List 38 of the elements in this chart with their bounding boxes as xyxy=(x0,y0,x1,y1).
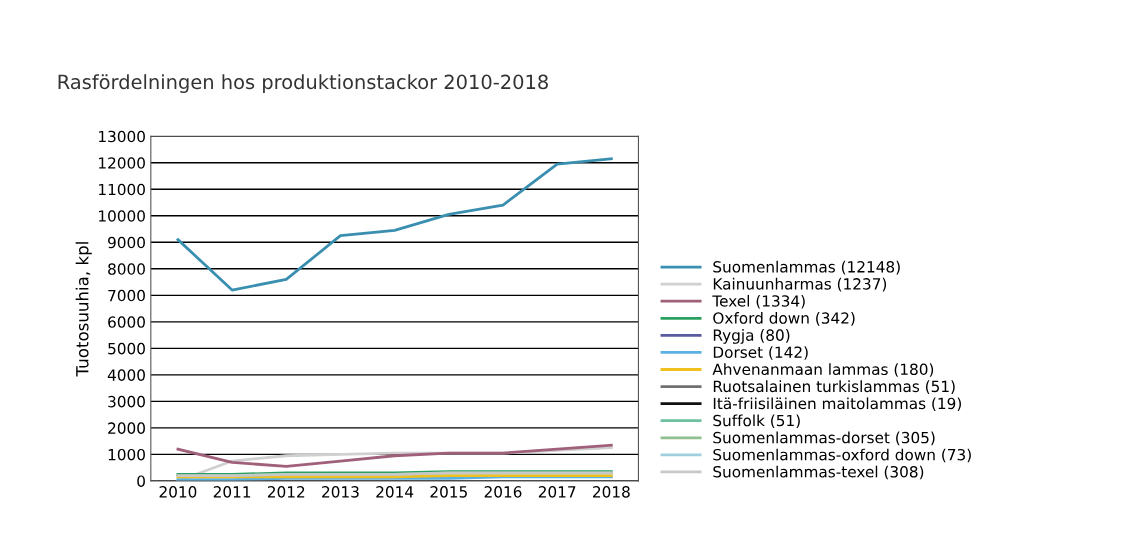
y-tick-label: 12000 xyxy=(99,157,145,169)
x-tick-label: 2013 xyxy=(322,486,359,498)
legend-label: Ruotsalainen turkislammas (51) xyxy=(713,380,955,394)
y-tick-label: 4000 xyxy=(107,369,145,381)
legend-label: Suomenlammas (12148) xyxy=(713,260,900,275)
chart-title: Rasfördelningen hos produktionstackor 2010-2018 xyxy=(58,74,548,93)
legend-label: Ahvenanmaan lammas (180) xyxy=(712,363,934,377)
y-tick-label: 10000 xyxy=(99,210,145,222)
y-tick-label: 11000 xyxy=(99,183,145,196)
legend-label: Rygja (80) xyxy=(713,329,790,344)
legend-label: Suffolk (51) xyxy=(713,414,800,429)
x-tick-label: 2016 xyxy=(484,486,522,498)
x-tick-label: 2010 xyxy=(159,486,197,498)
y-tick-label: 0 xyxy=(137,475,145,487)
y-tick-label: 2000 xyxy=(108,422,145,434)
y-tick-label: 1000 xyxy=(108,448,145,461)
y-tick-label: 3000 xyxy=(108,395,145,408)
x-tick-label: 2011 xyxy=(213,486,251,498)
y-tick-label: 5000 xyxy=(108,342,145,355)
legend-label: Suomenlammas-dorset (305) xyxy=(713,431,935,446)
y-tick-label: 7000 xyxy=(108,289,145,302)
y-tick-label: 6000 xyxy=(108,316,145,328)
legend-label: Itä-friisiläinen maitolammas (19) xyxy=(713,397,961,412)
x-tick-label: 2017 xyxy=(538,486,576,498)
y-tick-label: 9000 xyxy=(108,236,145,249)
y-tick-label: 13000 xyxy=(99,130,145,143)
legend-label: Suomenlammas-oxford down (73) xyxy=(713,448,971,463)
legend-label: Suomenlammas-texel (308) xyxy=(713,465,924,480)
legend-label: Dorset (142) xyxy=(713,346,808,360)
y-tick-label: 8000 xyxy=(108,263,145,275)
x-tick-label: 2015 xyxy=(430,486,467,498)
legend-label: Oxford down (342) xyxy=(713,312,855,326)
x-tick-label: 2012 xyxy=(267,486,305,498)
x-tick-label: 2014 xyxy=(376,486,414,498)
legend-label: Texel (1334) xyxy=(712,294,805,309)
y-axis-title: Tuotosuuhia, kpl xyxy=(75,242,92,377)
x-tick-label: 2018 xyxy=(593,486,630,498)
legend-label: Kainuunharmas (1237) xyxy=(713,277,887,292)
